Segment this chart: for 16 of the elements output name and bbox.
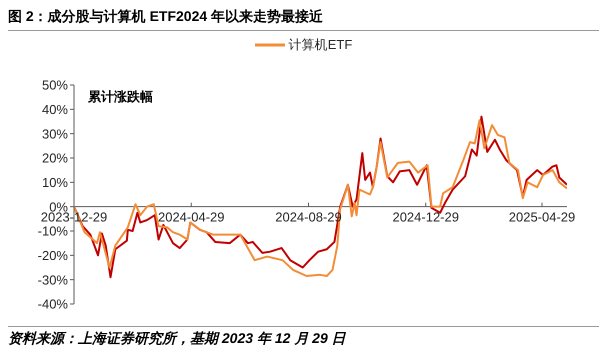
chart-title: 图 2：成分股与计算机 ETF2024 年以来走势最接近 bbox=[8, 8, 599, 31]
y-tick-label: 30% bbox=[42, 126, 68, 142]
y-tick-label: -20% bbox=[38, 248, 68, 263]
y-tick-label: 10% bbox=[42, 174, 68, 190]
y-tick-label: -30% bbox=[38, 272, 68, 288]
y-tick-label: -40% bbox=[38, 296, 68, 312]
x-tick-label: 2024-12-29 bbox=[392, 210, 459, 225]
y-tick-label: -10% bbox=[38, 224, 68, 239]
y-axis-title: 累计涨跌幅 bbox=[88, 88, 153, 106]
x-tick-label: 2025-04-29 bbox=[508, 210, 576, 225]
legend-label: 计算机ETF bbox=[288, 36, 352, 54]
y-tick-label: 20% bbox=[42, 150, 68, 166]
x-tick-label: 2024-04-29 bbox=[158, 210, 224, 225]
text: 资料来源：上海证券研究所，基期 2023 年 12 月 29 日 bbox=[8, 326, 599, 348]
y-tick-label: 40% bbox=[42, 102, 68, 117]
y-tick-label: 50% bbox=[42, 78, 68, 93]
